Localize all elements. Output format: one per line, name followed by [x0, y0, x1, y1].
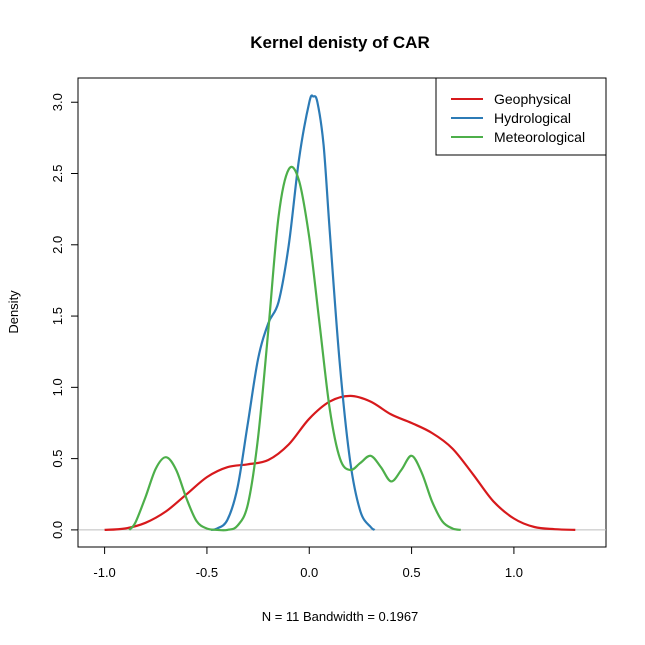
series-line-hydrological: [210, 94, 376, 531]
x-axis-label: N = 11 Bandwidth = 0.1967: [262, 609, 419, 624]
y-tick-label: 2.0: [50, 236, 65, 254]
x-axis: -1.0 -0.5 0.0 0.5 1.0: [93, 546, 523, 580]
legend-box: [435, 77, 607, 156]
series-line-meteorological: [128, 165, 461, 532]
series-lines: [104, 94, 576, 532]
y-tick-label: 0.0: [50, 521, 65, 539]
y-tick-label: 1.5: [50, 307, 65, 325]
y-axis-label: Density: [6, 290, 21, 334]
x-tick-label: -0.5: [196, 565, 218, 580]
x-tick-label: -1.0: [93, 565, 115, 580]
legend: Geophysical Hydrological Meteorological: [435, 77, 607, 156]
x-tick-label: 0.5: [403, 565, 421, 580]
x-tick-label: 1.0: [505, 565, 523, 580]
chart-title: Kernel denisty of CAR: [250, 33, 429, 52]
y-axis: 0.0 0.5 1.0 1.5 2.0 2.5 3.0: [50, 93, 79, 539]
y-tick-label: 1.0: [50, 378, 65, 396]
series-line-geophysical: [104, 394, 576, 531]
legend-label-geophysical: Geophysical: [494, 91, 571, 107]
y-tick-label: 2.5: [50, 164, 65, 182]
legend-label-meteorological: Meteorological: [494, 129, 585, 145]
x-tick-label: 0.0: [300, 565, 318, 580]
y-tick-label: 0.5: [50, 450, 65, 468]
legend-label-hydrological: Hydrological: [494, 110, 571, 126]
y-tick-label: 3.0: [50, 93, 65, 111]
